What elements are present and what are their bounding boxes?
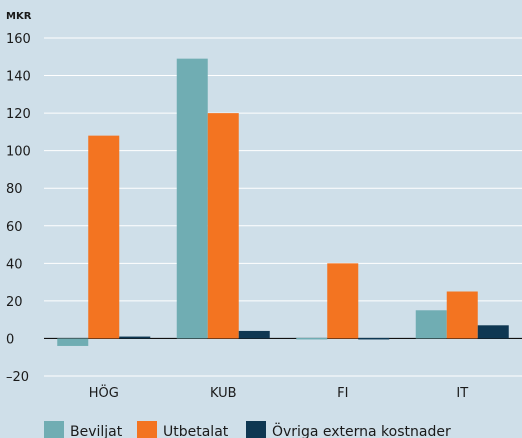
y-tick-label: 160 xyxy=(6,32,31,47)
bar xyxy=(88,135,120,339)
bar xyxy=(358,337,390,340)
x-tick-label: HÖG xyxy=(89,384,119,401)
x-tick-label: FI xyxy=(337,386,348,401)
legend-label: Utbetalat xyxy=(163,424,229,438)
bar xyxy=(446,291,478,339)
bar xyxy=(477,325,509,339)
y-tick-label: 120 xyxy=(6,107,31,122)
gridlines xyxy=(44,37,522,377)
y-tick-label: 100 xyxy=(6,145,31,160)
bar xyxy=(57,338,89,346)
legend-label: Beviljat xyxy=(70,424,123,438)
legend-label: Övriga externa kostnader xyxy=(272,422,451,438)
bars xyxy=(57,58,509,346)
x-tick-label: IT xyxy=(456,386,468,401)
y-tick-label: –20 xyxy=(6,370,29,385)
x-tick-label: KUB xyxy=(210,386,237,401)
unit-label: MKR xyxy=(6,11,32,22)
y-tick-label: 0 xyxy=(6,332,14,347)
bar xyxy=(176,58,208,339)
bar xyxy=(327,263,359,339)
legend-swatch xyxy=(246,421,266,438)
y-tick-label: 40 xyxy=(6,257,23,272)
bar xyxy=(119,336,151,339)
x-tick-labels: HÖG KUB FI IT xyxy=(89,384,468,401)
legend-swatch xyxy=(44,421,64,438)
bar xyxy=(296,337,328,340)
bar xyxy=(207,113,239,339)
y-tick-label: 140 xyxy=(6,70,31,85)
y-tick-label: 20 xyxy=(6,295,23,310)
legend-swatch xyxy=(137,421,157,438)
y-tick-label: 60 xyxy=(6,220,23,235)
y-tick-labels: 160 140 120 100 80 60 40 20 0 –20 xyxy=(6,32,31,385)
y-tick-label: 80 xyxy=(6,182,23,197)
bar xyxy=(238,330,270,339)
legend: Beviljat Utbetalat Övriga externa kostnade… xyxy=(44,421,451,438)
bar xyxy=(415,310,447,339)
